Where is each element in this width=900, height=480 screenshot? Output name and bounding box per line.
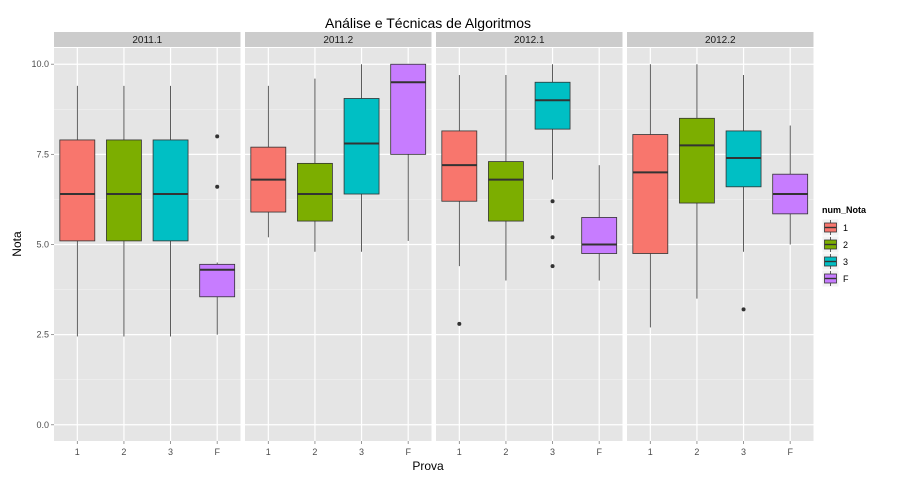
box-body [106, 139, 142, 242]
x-tick-label: 2 [503, 447, 508, 457]
outlier-point [550, 264, 555, 269]
x-tick-label: 3 [741, 447, 746, 457]
box-F [772, 125, 809, 245]
legend-item: 2 [821, 235, 848, 254]
facet-panel: 2011.1 1 2 3 F [54, 32, 241, 457]
x-tick-label: F [405, 447, 411, 457]
box-2 [488, 75, 524, 281]
x-tick-label: 1 [75, 447, 80, 457]
y-tick-label: 2.5 [36, 330, 49, 340]
y-axis-ticks: 0.0 2.5 5.0 7.5 10.0 [31, 59, 54, 430]
legend-item: F [821, 269, 849, 288]
legend-label: F [843, 274, 849, 284]
facet-panel: 2011.2 1 2 3 F [245, 32, 432, 457]
y-axis-title: Nota [10, 231, 24, 257]
chart-title: Análise e Técnicas de Algoritmos [325, 15, 531, 31]
y-tick-label: 7.5 [36, 149, 49, 159]
facet-strip-label: 2012.1 [514, 35, 545, 46]
box-1 [441, 75, 478, 326]
x-tick-label: 1 [266, 447, 271, 457]
box-body [297, 162, 333, 222]
legend-label: 2 [843, 240, 848, 250]
x-tick-label: 3 [359, 447, 364, 457]
legend-title: num_Nota [822, 205, 867, 215]
facet-strip [245, 32, 432, 47]
x-tick-label: 1 [457, 447, 462, 457]
facet-strip [436, 32, 623, 47]
box-2 [297, 78, 333, 252]
outlier-point [215, 184, 220, 189]
outlier-point [550, 235, 555, 240]
x-tick-label: 3 [550, 447, 555, 457]
x-axis-title: Prova [412, 459, 444, 473]
box-F [199, 134, 236, 335]
facet-strip-label: 2011.2 [323, 35, 353, 46]
box-2 [679, 64, 715, 299]
x-tick-label: F [787, 447, 793, 457]
facet-panels: 2011.1 1 2 3 F 2011.2 1 2 3 F 2012.1 1 2 3 F 2012.2 1 2 3 F [54, 32, 814, 457]
box-body [534, 81, 571, 130]
box-2 [106, 85, 142, 337]
facet-strip-label: 2012.2 [705, 35, 736, 46]
x-tick-label: 3 [168, 447, 173, 457]
x-tick-label: 1 [648, 447, 653, 457]
box-body [679, 117, 715, 204]
x-tick-label: 2 [694, 447, 699, 457]
box-F [390, 63, 427, 241]
facet-strip-label: 2011.1 [132, 35, 162, 46]
facet-strip [627, 32, 814, 47]
box-body [488, 161, 524, 222]
box-3 [725, 75, 762, 312]
y-tick-label: 0.0 [36, 420, 49, 430]
facet-panel: 2012.1 1 2 3 F [436, 32, 623, 457]
box-F [581, 165, 618, 281]
box-1 [250, 85, 287, 238]
legend-label: 3 [843, 257, 848, 267]
box-body [343, 98, 380, 195]
x-tick-label: 2 [121, 447, 126, 457]
box-1 [59, 85, 96, 337]
x-tick-label: F [214, 447, 220, 457]
facet-panel: 2012.2 1 2 3 F [627, 32, 814, 457]
y-tick-label: 10.0 [31, 59, 49, 69]
box-3 [343, 64, 380, 252]
legend: num_Nota 1 2 3 F [821, 205, 867, 288]
outlier-point [457, 321, 462, 326]
x-tick-label: 2 [312, 447, 317, 457]
legend-item: 1 [821, 218, 848, 237]
box-3 [152, 85, 189, 337]
box-body [152, 139, 189, 242]
legend-item: 3 [821, 252, 848, 271]
box-1 [632, 64, 669, 328]
y-tick-label: 5.0 [36, 240, 49, 250]
outlier-point [741, 307, 746, 312]
box-body [581, 217, 618, 254]
outlier-point [550, 199, 555, 204]
box-body [390, 63, 427, 155]
x-tick-label: F [596, 447, 602, 457]
box-3 [534, 64, 571, 269]
box-body [59, 139, 96, 242]
box-body [632, 134, 669, 254]
outlier-point [215, 134, 220, 139]
legend-label: 1 [843, 223, 848, 233]
facet-strip [54, 32, 241, 47]
